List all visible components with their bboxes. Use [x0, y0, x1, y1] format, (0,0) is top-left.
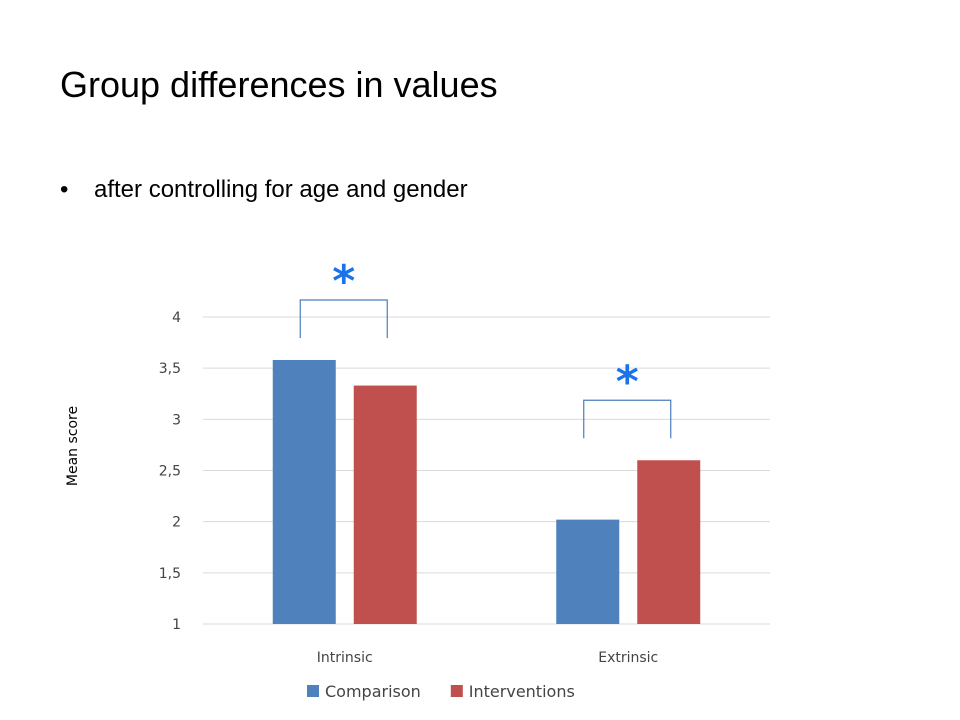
- x-tick-label: Extrinsic: [598, 650, 658, 666]
- y-tick-label: 3: [172, 412, 181, 428]
- bullet-point: • after controlling for age and gender: [60, 176, 468, 204]
- bar-intrinsic-interventions: [353, 385, 417, 624]
- legend-label: Interventions: [469, 682, 575, 701]
- y-tick-label: 1: [172, 617, 181, 633]
- bullet-marker: •: [60, 176, 69, 203]
- legend: Comparison Interventions: [307, 682, 575, 701]
- y-axis-label: Mean score: [65, 406, 81, 486]
- significance-star: *: [332, 256, 355, 307]
- significance-markers: **: [299, 256, 672, 439]
- x-tick-label: Intrinsic: [317, 650, 373, 666]
- legend-swatch: [450, 685, 463, 697]
- bar-intrinsic-comparison: [272, 359, 336, 624]
- y-tick-label: 2: [172, 515, 181, 531]
- y-tick-labels: 1 1,5 2 2,5 3 3,5 4: [159, 310, 181, 633]
- y-tick-label: 2,5: [159, 464, 181, 480]
- x-tick-labels: Intrinsic Extrinsic: [317, 650, 658, 666]
- bar-extrinsic-comparison: [556, 519, 620, 624]
- slide-title: Group differences in values: [60, 64, 498, 105]
- significance-bracket: [583, 399, 672, 439]
- legend-swatch: [307, 685, 319, 697]
- bar-extrinsic-interventions: [637, 460, 701, 624]
- y-tick-label: 3,5: [159, 361, 181, 377]
- legend-label: Comparison: [325, 682, 421, 701]
- significance-star: *: [616, 356, 639, 407]
- significance-bracket: [299, 299, 388, 338]
- bullet-text: after controlling for age and gender: [94, 176, 468, 203]
- bars: [272, 359, 701, 624]
- y-tick-label: 4: [172, 310, 181, 326]
- y-tick-label: 1,5: [159, 566, 181, 582]
